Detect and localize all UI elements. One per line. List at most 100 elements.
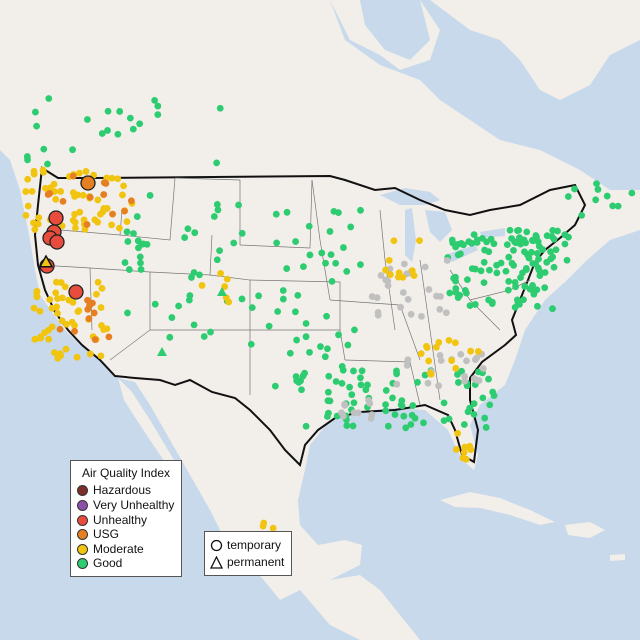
monitor-marker (292, 308, 299, 316)
monitor-type-legend: temporary permanent (204, 531, 292, 576)
monitor-marker (403, 361, 411, 369)
monitor-marker (470, 410, 478, 418)
monitor-marker (357, 206, 364, 214)
monitor-marker (216, 247, 223, 254)
temporary-monitor-marker (49, 234, 65, 250)
monitor-marker (481, 414, 489, 422)
monitor-marker (24, 175, 32, 183)
monitor-marker (461, 373, 468, 380)
monitor-marker (247, 340, 255, 348)
monitor-marker (185, 296, 193, 304)
monitor-marker (83, 116, 91, 123)
monitor-marker (393, 380, 401, 388)
monitor-marker (571, 185, 578, 193)
monitor-marker (435, 382, 443, 390)
monitor-marker (452, 364, 460, 372)
monitor-marker (594, 186, 602, 193)
monitor-marker (230, 239, 238, 247)
unhealthy-swatch (77, 514, 88, 526)
monitor-marker (382, 266, 389, 274)
monitor-marker (389, 394, 396, 402)
monitor-marker (445, 336, 453, 344)
monitor-marker (350, 367, 357, 375)
monitor-marker (448, 236, 456, 244)
monitor-marker (116, 108, 124, 115)
monitor-marker (137, 259, 144, 267)
monitor-marker (409, 402, 417, 409)
monitor-marker (335, 209, 342, 217)
monitor-marker (534, 302, 541, 310)
monitor-marker (357, 381, 365, 389)
monitor-marker (460, 241, 467, 249)
legend-item-permanent: permanent (210, 555, 284, 569)
monitor-marker (121, 259, 129, 266)
temporary-monitor-marker (68, 284, 84, 300)
monitor-marker (104, 107, 112, 115)
monitor-marker (97, 304, 105, 311)
monitor-marker (143, 240, 151, 248)
monitor-marker (31, 335, 39, 343)
monitor-marker (24, 202, 32, 210)
monitor-marker (323, 312, 330, 320)
monitor-marker (362, 386, 370, 394)
monitor-marker (94, 196, 102, 204)
monitor-marker (357, 374, 364, 382)
monitor-marker (332, 259, 340, 267)
monitor-marker (382, 387, 390, 394)
monitor-marker (86, 302, 93, 309)
monitor-marker (293, 336, 301, 344)
monitor-marker (523, 266, 530, 273)
monitor-marker (475, 377, 483, 384)
permanent-monitor-marker (157, 347, 167, 356)
monitor-marker (482, 424, 490, 431)
monitor-marker (485, 248, 493, 256)
monitor-marker (46, 296, 54, 303)
landmass-greenland (430, 0, 640, 100)
landmass-baja (118, 378, 180, 475)
monitor-marker (154, 111, 162, 119)
monitor-marker (198, 282, 206, 289)
monitor-marker (213, 159, 221, 167)
monitor-marker (184, 225, 192, 233)
monitor-marker (603, 192, 611, 200)
legend-label: Unhealthy (93, 513, 148, 527)
monitor-marker (436, 351, 444, 359)
monitor-marker (86, 193, 94, 201)
monitor-marker (341, 401, 349, 409)
monitor-marker (521, 283, 529, 290)
monitor-marker (238, 229, 246, 237)
monitor-marker (82, 168, 90, 175)
monitor-marker (479, 394, 487, 402)
monitor-marker (477, 267, 485, 275)
monitor-marker (526, 285, 534, 293)
legend-label: Hazardous (93, 483, 152, 497)
monitor-marker (466, 442, 474, 450)
monitor-marker (56, 325, 64, 333)
monitor-marker (279, 287, 287, 294)
monitor-marker (102, 180, 110, 187)
monitor-marker (348, 391, 356, 399)
monitor-marker (137, 266, 145, 273)
monitor-marker (73, 353, 81, 361)
monitor-marker (454, 429, 462, 437)
monitor-marker (417, 350, 425, 357)
very-unhealthy-swatch (77, 499, 88, 511)
monitor-marker (274, 308, 282, 315)
monitor-marker (541, 269, 549, 276)
monitor-marker (460, 449, 468, 456)
monitor-marker (217, 269, 225, 277)
monitor-marker (269, 524, 277, 532)
monitor-marker (400, 260, 408, 268)
landmass-central-america (300, 575, 420, 640)
temporary-monitor-marker (48, 210, 64, 226)
monitor-marker (470, 400, 478, 408)
monitor-marker (350, 409, 358, 417)
monitor-marker (324, 388, 332, 396)
lake-huron (425, 210, 452, 242)
monitor-marker (30, 170, 38, 178)
monitor-marker (407, 421, 415, 428)
monitor-marker (543, 232, 551, 240)
monitor-marker (83, 221, 91, 228)
monitor-marker (32, 108, 39, 116)
monitor-marker (24, 156, 31, 164)
